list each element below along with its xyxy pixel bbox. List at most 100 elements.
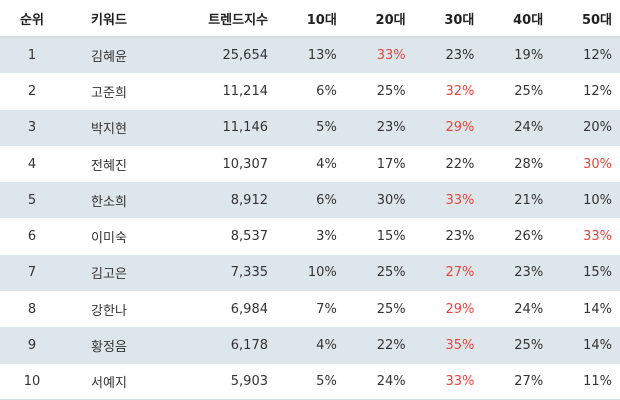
age-30s-cell: 27%	[445, 265, 475, 281]
age-50s-cell: 20%	[583, 120, 612, 136]
rank-cell: 3	[27, 120, 37, 136]
age-50s-cell: 14%	[583, 338, 612, 354]
age-50s-cell: 33%	[583, 229, 612, 245]
age-20s-cell: 24%	[344, 363, 414, 400]
age-10s-cell: 4%	[316, 338, 337, 354]
age-50s-cell: 12%	[583, 48, 612, 64]
trend-index-cell: 25,654	[222, 48, 269, 64]
age-30s-cell: 29%	[445, 301, 475, 317]
table-row: 2 고준희 11,214 6% 25% 32% 25% 12%	[0, 73, 620, 110]
age-20s-cell: 15%	[376, 229, 406, 245]
age-10s-cell: 6%	[316, 192, 337, 208]
age-10s-cell: 3%	[316, 229, 337, 245]
age-20s-cell: 25%	[376, 301, 406, 317]
age-20s-cell: 33%	[376, 48, 406, 64]
age-10s-cell: 5%	[276, 363, 345, 400]
table-row: 9 황정음 6,178 4% 22% 35% 25% 14%	[0, 327, 620, 364]
age-10s-cell: 6%	[316, 83, 337, 99]
age-20s-cell: 22%	[376, 338, 406, 354]
keyword-cell: 김고은	[91, 267, 127, 283]
header-trend-index: 트렌드지수	[154, 0, 276, 38]
age-30s-cell: 33%	[413, 363, 483, 400]
keyword-cell: 박지현	[91, 122, 127, 138]
trend-index-cell: 11,214	[222, 83, 269, 99]
age-10s-cell: 4%	[316, 156, 337, 172]
age-30s-cell: 22%	[445, 156, 475, 172]
trend-index-cell: 6,984	[230, 301, 268, 317]
table-row: 10 서예지 5,903 5% 24% 33% 27% 11%	[0, 363, 620, 400]
age-30s-cell: 29%	[445, 120, 475, 136]
age-40s-cell: 27%	[482, 363, 552, 400]
age-50s-cell: 30%	[583, 156, 612, 172]
age-50s-cell: 11%	[551, 363, 620, 400]
age-40s-cell: 24%	[514, 120, 544, 136]
age-20s-cell: 25%	[376, 265, 406, 281]
header-row: 순위 키워드 트렌드지수 10대 20대 30대 40대 50대	[0, 0, 620, 38]
table-row: 8 강한나 6,984 7% 25% 29% 24% 14%	[0, 291, 620, 328]
header-age-30s: 30대	[413, 0, 483, 38]
rank-cell: 5	[27, 192, 37, 208]
rank-cell: 6	[27, 229, 37, 245]
age-30s-cell: 33%	[445, 192, 475, 208]
age-20s-cell: 25%	[376, 83, 406, 99]
age-20s-cell: 17%	[376, 156, 406, 172]
keyword-cell: 강한나	[91, 303, 127, 319]
trend-index-cell: 7,335	[230, 265, 268, 281]
table-row: 7 김고은 7,335 10% 25% 27% 23% 15%	[0, 254, 620, 292]
rank-cell: 8	[27, 301, 37, 317]
header-age-10s: 10대	[276, 0, 345, 38]
header-age-50s: 50대	[551, 0, 620, 38]
header-rank: 순위	[0, 0, 64, 38]
age-20s-cell: 30%	[376, 192, 406, 208]
keyword-cell: 이미숙	[91, 231, 127, 247]
age-10s-cell: 13%	[307, 48, 337, 64]
age-50s-cell: 15%	[583, 265, 612, 281]
trend-index-cell: 6,178	[230, 338, 268, 354]
trend-index-cell: 5,903	[154, 363, 276, 400]
table-row: 5 한소희 8,912 6% 30% 33% 21% 10%	[0, 182, 620, 219]
rank-cell: 9	[27, 338, 37, 354]
trend-index-cell: 8,912	[230, 192, 268, 208]
age-50s-cell: 14%	[583, 301, 612, 317]
age-10s-cell: 7%	[316, 301, 337, 317]
keyword-cell: 고준희	[91, 85, 127, 101]
age-30s-cell: 23%	[445, 48, 475, 64]
table-row: 4 전혜진 10,307 4% 17% 22% 28% 30%	[0, 145, 620, 183]
age-20s-cell: 23%	[376, 120, 406, 136]
header-age-20s: 20대	[344, 0, 414, 38]
age-40s-cell: 26%	[514, 229, 544, 245]
header-age-40s: 40대	[482, 0, 552, 38]
rank-cell: 7	[27, 265, 37, 281]
table-body: 1 김혜윤 25,654 13% 33% 23% 19% 12% 2 고준희 11,214 6% 25%…	[0, 37, 620, 400]
keyword-cell: 전혜진	[91, 158, 127, 174]
age-40s-cell: 21%	[514, 192, 544, 208]
age-50s-cell: 10%	[583, 192, 612, 208]
age-40s-cell: 28%	[514, 156, 544, 172]
age-50s-cell: 12%	[583, 83, 612, 99]
age-10s-cell: 5%	[316, 120, 337, 136]
table-row: 6 이미숙 8,537 3% 15% 23% 26% 33%	[0, 218, 620, 255]
trend-index-cell: 11,146	[222, 120, 269, 136]
age-40s-cell: 25%	[514, 338, 544, 354]
rank-cell: 10	[0, 363, 64, 400]
keyword-cell: 김혜윤	[91, 50, 127, 66]
rank-cell: 1	[27, 48, 37, 64]
keyword-cell: 황정음	[91, 340, 127, 356]
age-30s-cell: 35%	[445, 338, 475, 354]
keyword-cell: 서예지	[64, 363, 154, 400]
header-keyword: 키워드	[64, 0, 154, 38]
table-row: 1 김혜윤 25,654 13% 33% 23% 19% 12%	[0, 37, 620, 74]
age-40s-cell: 23%	[514, 265, 544, 281]
trend-index-cell: 10,307	[222, 156, 269, 172]
trend-index-cell: 8,537	[230, 229, 268, 245]
rank-cell: 4	[27, 156, 37, 172]
age-10s-cell: 10%	[307, 265, 337, 281]
rank-cell: 2	[27, 83, 37, 99]
keyword-cell: 한소희	[91, 194, 127, 210]
age-30s-cell: 32%	[445, 83, 475, 99]
age-40s-cell: 24%	[514, 301, 544, 317]
table-row: 3 박지현 11,146 5% 23% 29% 24% 20%	[0, 109, 620, 146]
age-40s-cell: 25%	[514, 83, 544, 99]
age-40s-cell: 19%	[514, 48, 544, 64]
